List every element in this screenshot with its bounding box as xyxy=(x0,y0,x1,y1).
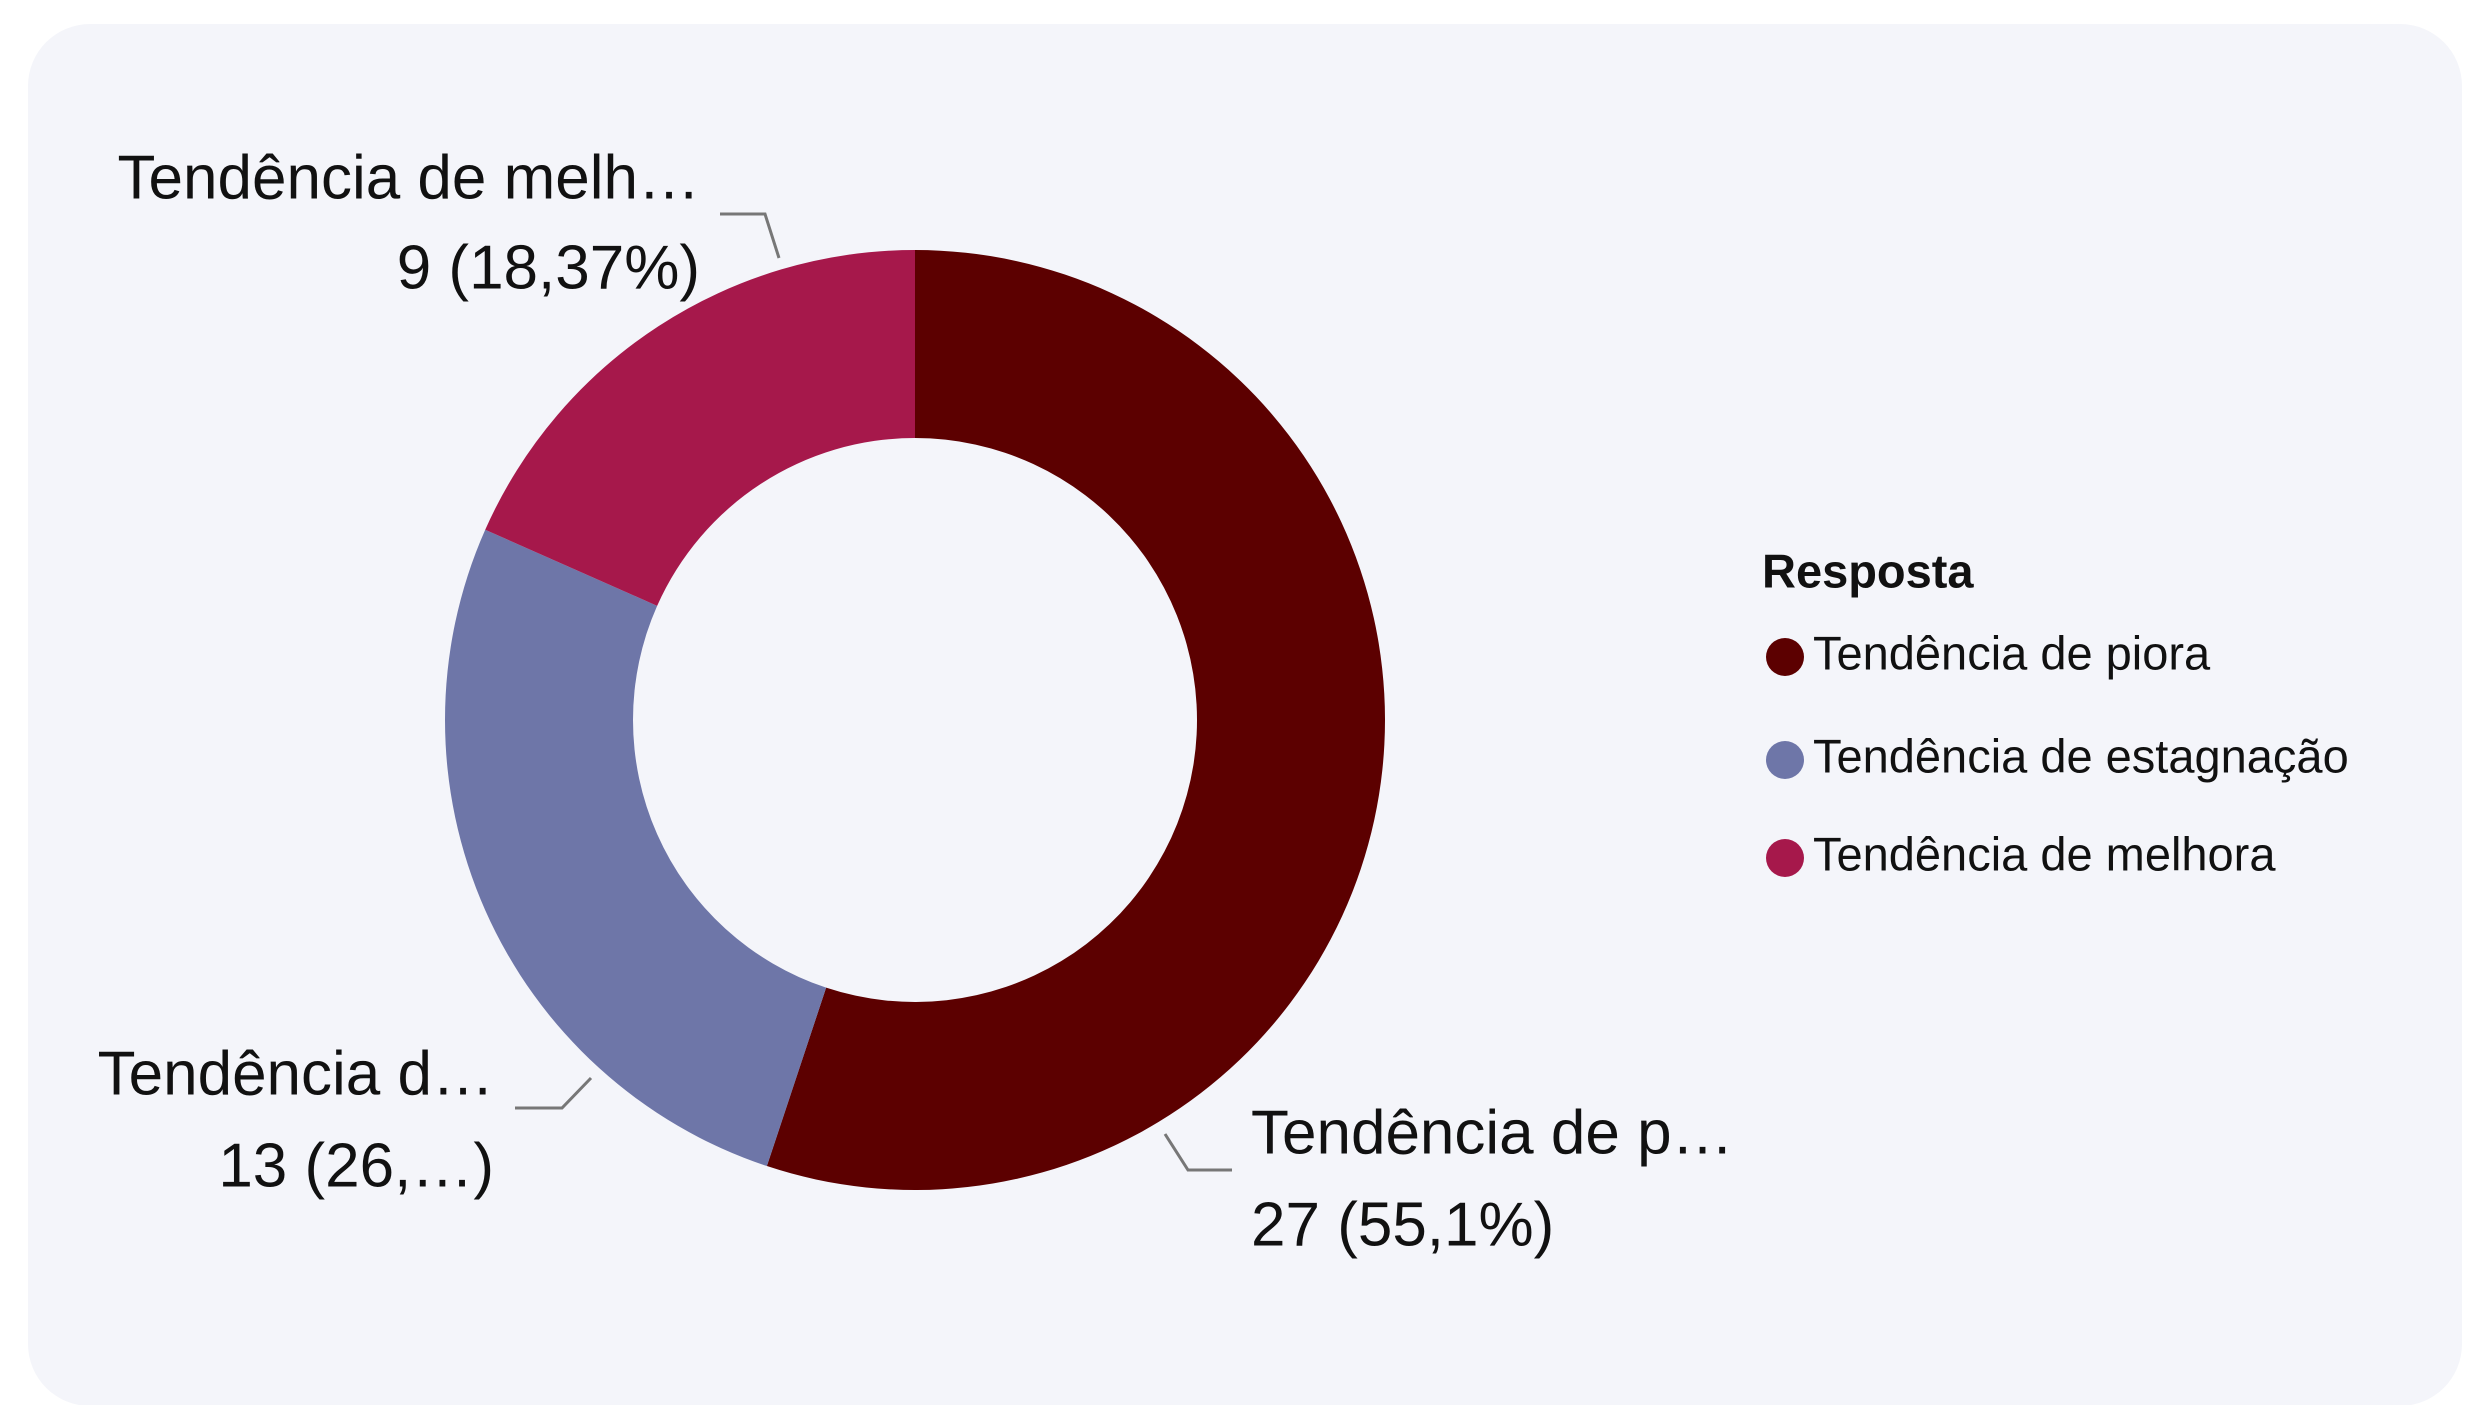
legend-swatch xyxy=(1766,839,1804,877)
legend-entry: Tendência de piora xyxy=(1813,626,2211,679)
donut-slice xyxy=(485,250,915,606)
slice-label: Tendência d… xyxy=(98,1039,494,1108)
data-label: 9 (18,37%) xyxy=(397,233,700,302)
leader-line xyxy=(1163,1133,1232,1172)
legend-title: Resposta xyxy=(1762,544,1974,597)
slice-label: Tendência de p… xyxy=(1251,1098,1734,1167)
donut-slice xyxy=(766,250,1386,1190)
data-label: 27 (55,1%) xyxy=(1251,1190,1554,1259)
donut-slice xyxy=(444,529,827,1167)
slice-label: Tendência de melh… xyxy=(118,143,700,212)
legend-entry: Tendência de estagnação xyxy=(1813,729,2349,782)
leader-line xyxy=(720,212,781,259)
legend-entry: Tendência de melhora xyxy=(1813,827,2276,880)
leader-line xyxy=(515,1076,593,1110)
legend-swatch xyxy=(1766,638,1804,676)
legend-swatch xyxy=(1766,741,1804,779)
data-label: 13 (26,…) xyxy=(218,1131,494,1200)
